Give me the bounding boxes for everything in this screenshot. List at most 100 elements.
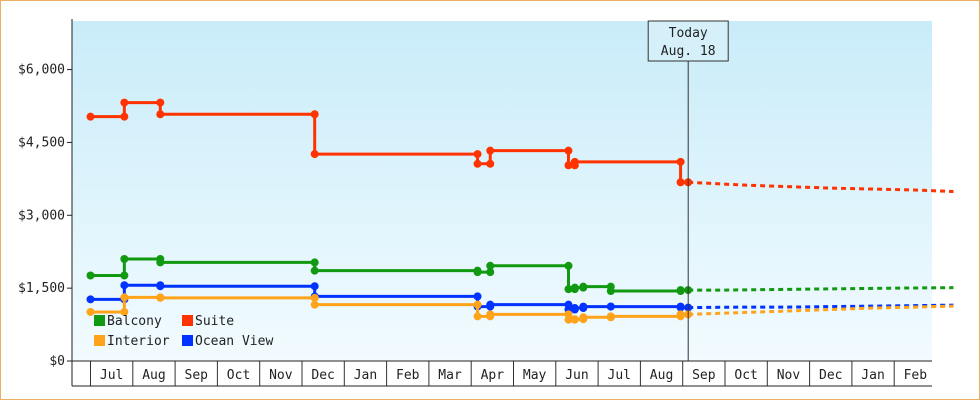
forecast-line: [688, 304, 954, 316]
x-tick-label: Oct: [227, 368, 250, 383]
x-tick-label: Jun: [565, 368, 588, 383]
data-point: [473, 312, 482, 321]
data-point: [570, 157, 579, 166]
data-point: [676, 310, 685, 319]
x-tick-label: Nov: [269, 368, 293, 383]
data-point: [156, 258, 165, 267]
data-point: [564, 285, 573, 294]
series: [86, 98, 954, 324]
x-tick-label: Nov: [777, 368, 801, 383]
forecast-line: [688, 286, 954, 292]
series-line: [90, 101, 689, 184]
x-tick-label: Feb: [904, 368, 928, 383]
y-tick-label: $6,000: [18, 63, 65, 78]
data-point: [564, 161, 573, 170]
data-point: [310, 266, 319, 275]
data-point: [120, 255, 129, 263]
data-point: [86, 307, 95, 316]
data-point: [310, 150, 319, 159]
legend-label: Interior: [107, 334, 170, 349]
x-tick-label: Jan: [354, 368, 377, 383]
legend-swatch: [94, 335, 105, 346]
data-point: [606, 302, 615, 311]
data-point: [473, 150, 482, 159]
today-label-box: [647, 20, 729, 62]
data-point: [310, 258, 319, 267]
y-tick-label: $0: [49, 354, 65, 369]
data-point: [486, 300, 495, 309]
grid: [90, 361, 895, 386]
x-tick-label: Jan: [861, 368, 884, 383]
data-point: [86, 295, 95, 304]
today-date: Aug. 18: [661, 44, 716, 59]
today-marker: Today Aug. 18: [647, 20, 729, 361]
x-tick-label: May: [523, 368, 547, 383]
data-point: [676, 303, 685, 312]
data-point: [120, 271, 129, 280]
data-point: [570, 283, 579, 292]
data-point: [156, 98, 165, 107]
x-tick-label: Sep: [692, 368, 716, 383]
data-point: [310, 110, 319, 119]
x-tick-label: Mar: [438, 368, 462, 383]
data-point: [676, 286, 685, 295]
x-tick-label: Jul: [608, 368, 631, 383]
legend: Balcony Suite Interior Ocean View: [94, 314, 273, 349]
data-point: [473, 268, 482, 277]
today-label: Today: [669, 26, 708, 41]
data-point: [120, 281, 129, 290]
x-tick-label: Oct: [734, 368, 757, 383]
data-point: [579, 302, 588, 311]
x-tick-label: Dec: [311, 368, 334, 383]
x-tick-label: Aug: [650, 368, 673, 383]
data-point: [486, 268, 495, 277]
x-tick-label: Jul: [100, 368, 123, 383]
data-point: [156, 110, 165, 119]
y-tick-label: $4,500: [18, 135, 65, 150]
data-point: [473, 159, 482, 168]
data-point: [676, 157, 685, 166]
x-tick-label: Dec: [819, 368, 842, 383]
data-point: [486, 159, 495, 168]
x-tick-label: Apr: [481, 368, 505, 383]
legend-swatch: [182, 315, 193, 326]
legend-swatch: [94, 315, 105, 326]
data-point: [579, 313, 588, 322]
data-point: [564, 261, 573, 270]
x-tick-label: Sep: [185, 368, 209, 383]
x-tick-label: Feb: [396, 368, 420, 383]
data-point: [120, 98, 129, 107]
data-point: [606, 312, 615, 321]
data-point: [120, 307, 129, 316]
y-tick-label: $1,500: [18, 281, 65, 296]
legend-label: Suite: [195, 314, 234, 329]
data-point: [310, 293, 319, 302]
axes: $0 $1,500 $3,000 $4,500 $6,000 Jul Aug Sep Oct No…: [18, 19, 932, 387]
forecast-line: [688, 180, 954, 193]
legend-swatch: [182, 335, 193, 346]
data-point: [570, 315, 579, 324]
data-point: [473, 300, 482, 309]
plot-background: [72, 21, 932, 361]
data-point: [156, 282, 165, 291]
data-point: [564, 315, 573, 324]
data-point: [86, 112, 95, 121]
data-point: [570, 304, 579, 313]
data-point: [120, 112, 129, 121]
data-point: [486, 261, 495, 270]
x-tick-label: Aug: [142, 368, 165, 383]
data-point: [579, 282, 588, 291]
data-point: [156, 293, 165, 302]
data-point: [310, 300, 319, 309]
data-point: [676, 178, 685, 187]
legend-label: Ocean View: [195, 334, 273, 349]
data-point: [486, 146, 495, 155]
data-point: [486, 310, 495, 319]
y-tick-label: $3,000: [18, 208, 65, 223]
data-point: [120, 293, 129, 302]
data-point: [473, 292, 482, 301]
data-point: [606, 287, 615, 296]
legend-label: Balcony: [107, 314, 162, 329]
